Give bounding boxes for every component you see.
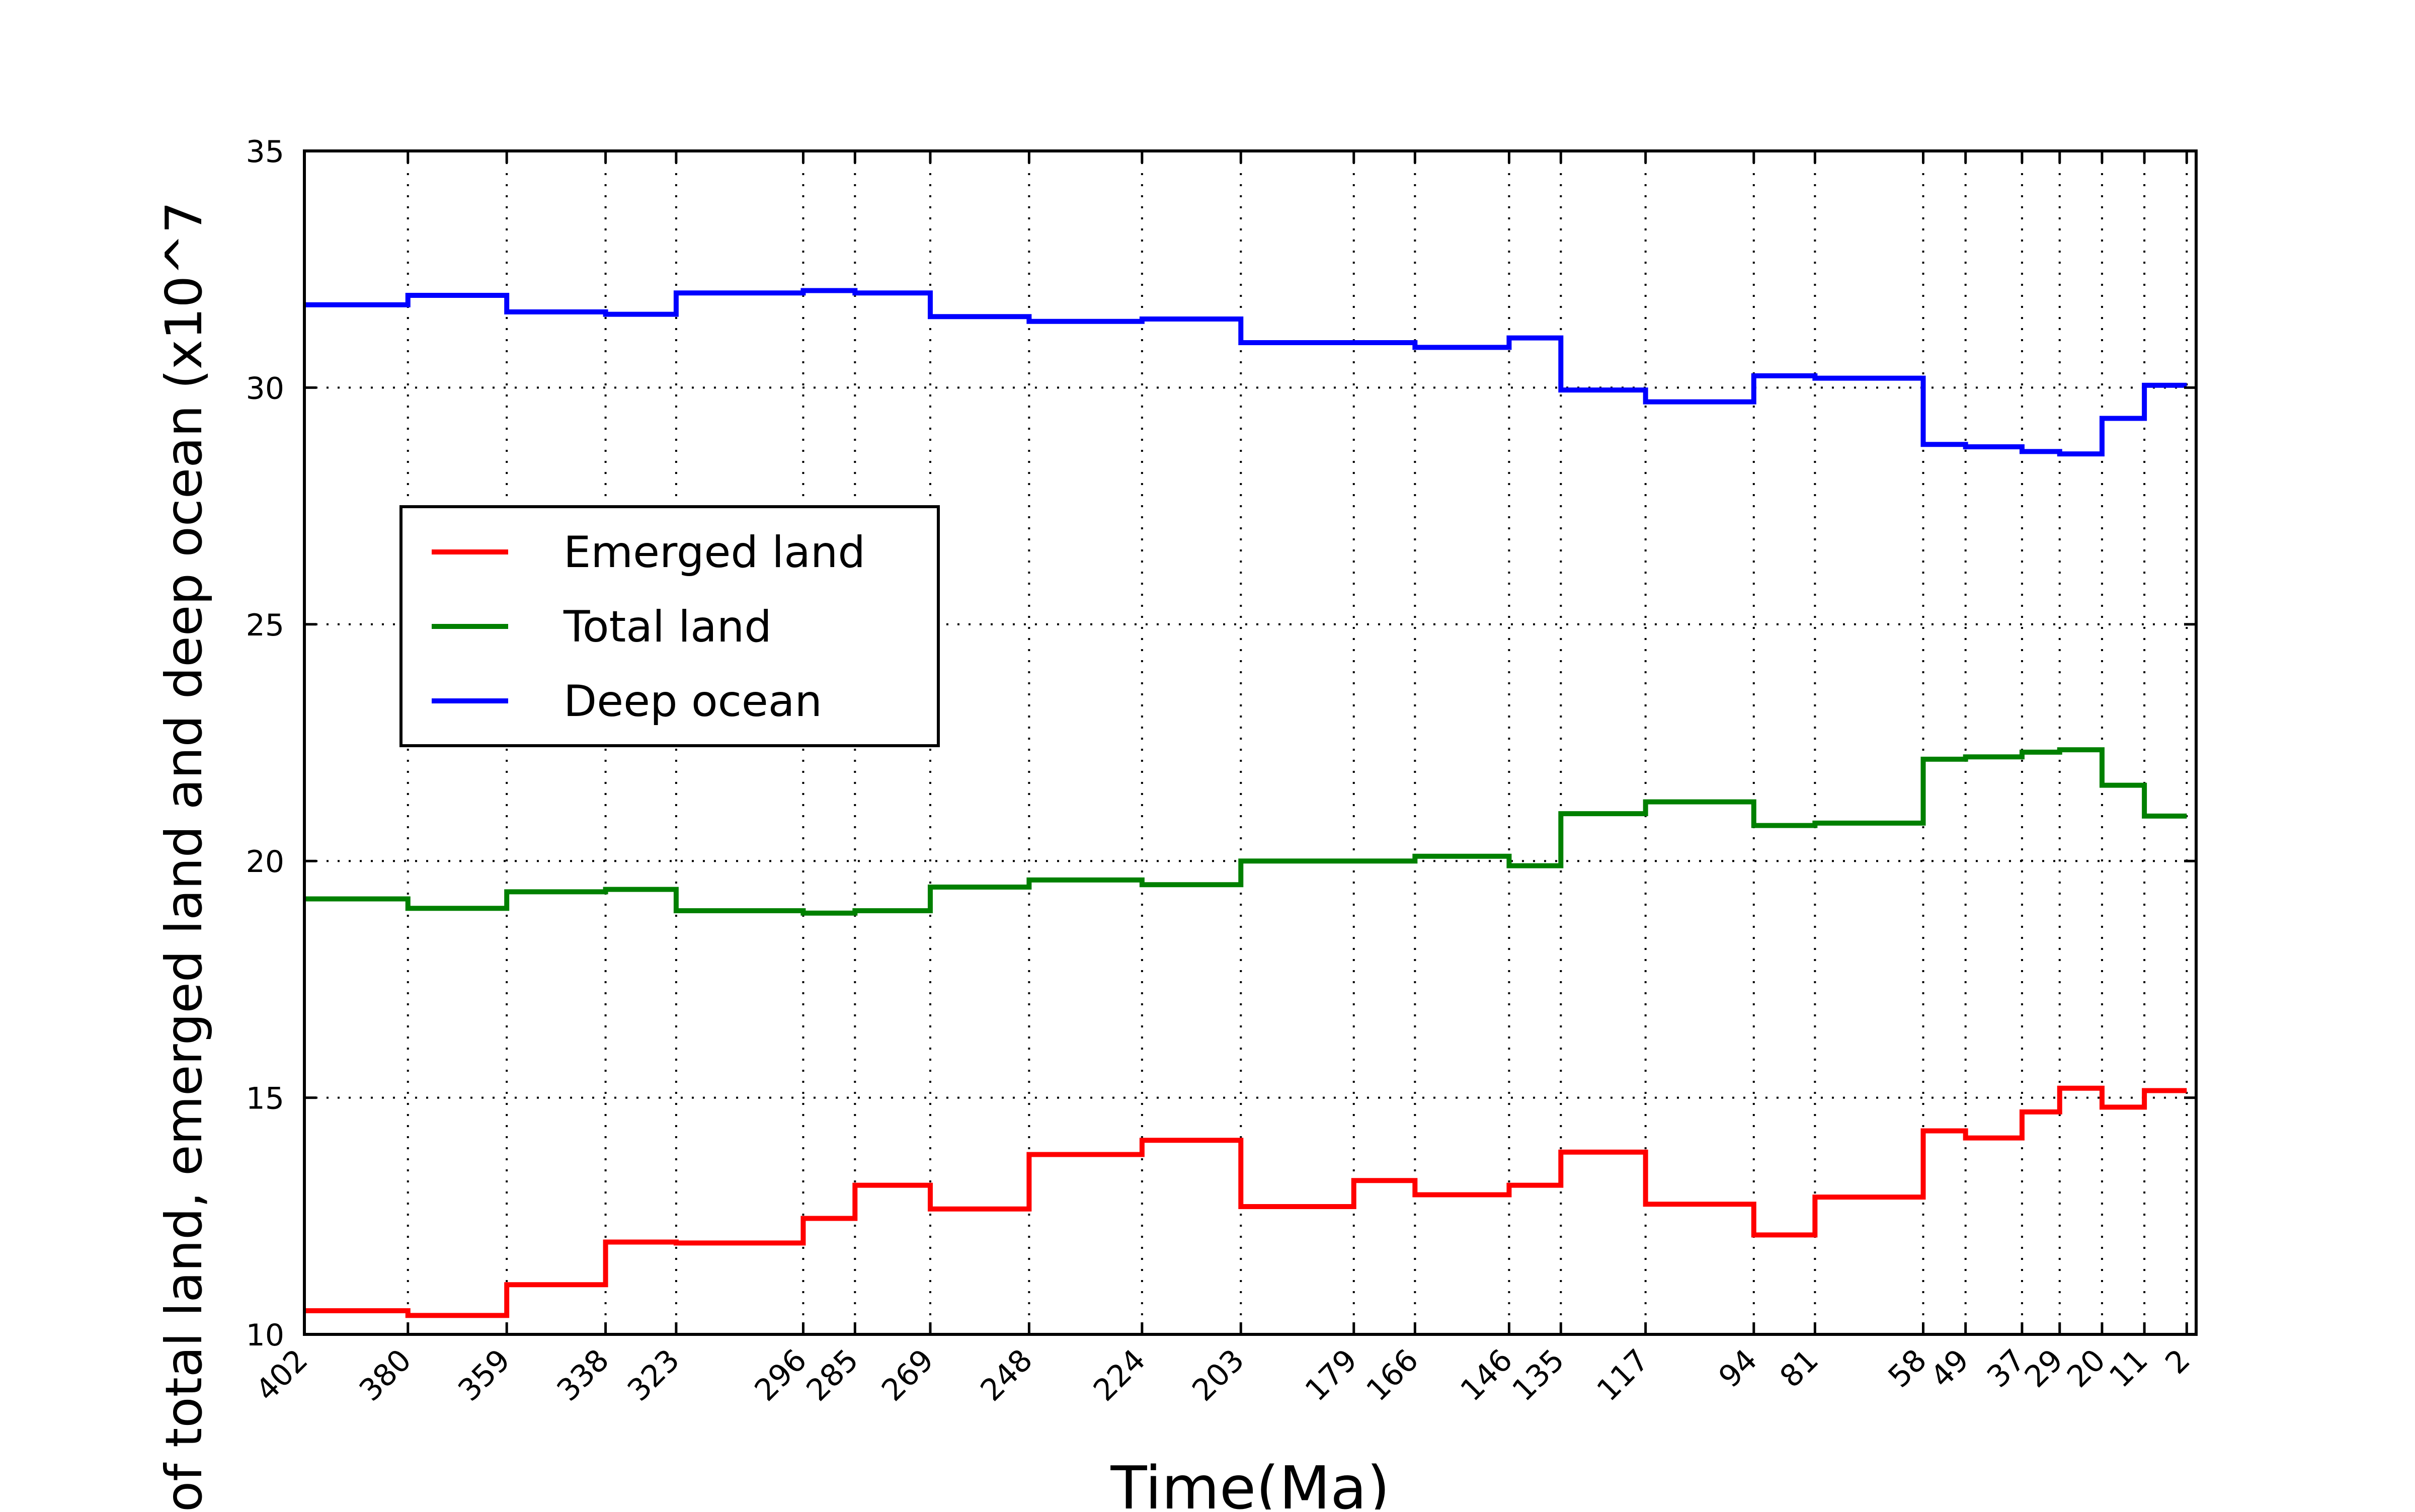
x-tick-label: 338 [550,1342,616,1408]
x-tick-label: 323 [621,1342,686,1408]
x-tick-label: 81 [1774,1342,1825,1394]
legend-items: Emerged land Total land Deep ocean [432,527,865,727]
x-tick-label: 117 [1590,1342,1656,1408]
x-tick-label: 203 [1185,1342,1251,1408]
y-tick-label: 25 [246,608,284,643]
x-axis-title: Time(Ma) [1110,1453,1390,1509]
series-layer [304,288,2187,1318]
x-tick-label: 146 [1454,1342,1519,1408]
plot-frame [303,149,2198,1336]
x-tick-label: 166 [1359,1342,1425,1408]
y-tick-label: 35 [246,134,284,170]
x-tick-label: 296 [748,1342,814,1408]
legend: Emerged land Total land Deep ocean [399,505,940,747]
x-tick-label: 135 [1505,1342,1571,1408]
x-tick-label: 224 [1087,1342,1152,1408]
y-tick-label: 20 [246,844,284,880]
legend-label: Deep ocean [564,676,822,727]
x-tick-label: 380 [353,1342,418,1408]
x-tick-label: 269 [875,1342,940,1408]
x-tick-label: 49 [1924,1342,1976,1394]
legend-label: Total land [563,602,772,652]
x-tick-label: 179 [1299,1342,1364,1408]
y-tick-label: 10 [246,1318,284,1353]
series-line-emerged-land [304,1085,2187,1318]
y-tick-label: 15 [246,1081,284,1117]
y-axis-title: of total land, emerged land and deep oce… [154,201,213,1509]
y-tick-label: 30 [246,371,284,406]
x-tick-label: 2 [2158,1342,2197,1381]
legend-label: Emerged land [564,527,865,578]
x-tick-label: 285 [799,1342,865,1408]
x-tick-label: 94 [1712,1342,1764,1394]
x-tick-label: 11 [2103,1342,2154,1394]
x-tick-label: 248 [974,1342,1039,1408]
x-tick-label: 359 [451,1342,517,1408]
series-line-deep-ocean [304,288,2187,457]
series-line-total-land [304,747,2187,916]
